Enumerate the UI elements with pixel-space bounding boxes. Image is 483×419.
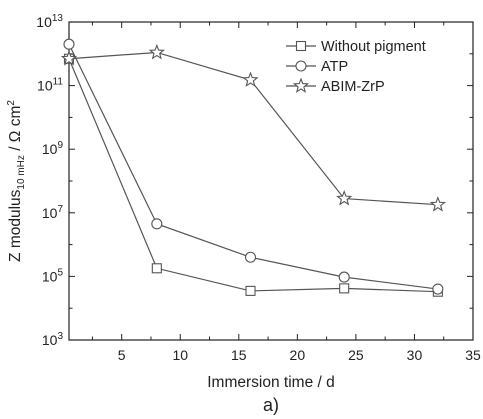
y-tick-label: 107 bbox=[42, 204, 64, 221]
legend-marker bbox=[296, 61, 306, 71]
data-point bbox=[152, 219, 162, 229]
legend-label: ABIM-ZrP bbox=[321, 79, 385, 95]
legend-label: Without pigment bbox=[321, 39, 426, 55]
data-point bbox=[431, 198, 444, 211]
legend-item: ATP bbox=[286, 59, 348, 75]
x-tick-label: 20 bbox=[290, 347, 306, 363]
data-point bbox=[152, 264, 161, 273]
y-tick-label: 103 bbox=[42, 331, 64, 348]
legend-item: ABIM-ZrP bbox=[286, 79, 385, 95]
data-point bbox=[339, 272, 349, 282]
plot-frame bbox=[69, 22, 473, 340]
y-tick-label: 1011 bbox=[37, 77, 63, 94]
series-line bbox=[69, 52, 438, 204]
data-point bbox=[340, 284, 349, 293]
data-point bbox=[433, 284, 443, 294]
data-point bbox=[246, 252, 256, 262]
x-tick-label: 10 bbox=[172, 347, 188, 363]
y-tick-label: 109 bbox=[42, 140, 64, 157]
plot-frame bbox=[69, 22, 473, 340]
x-tick-label: 5 bbox=[118, 347, 126, 363]
series-layer bbox=[62, 39, 444, 296]
legend-marker bbox=[294, 79, 307, 92]
data-point bbox=[64, 39, 74, 49]
x-tick-label: 25 bbox=[348, 347, 364, 363]
y-tick-label: 1013 bbox=[36, 13, 63, 30]
tick-labels: 5 10 15 20 25 30 35 103 105 107 109 1011 1013 bbox=[36, 13, 481, 363]
data-point bbox=[150, 45, 163, 58]
legend-marker bbox=[297, 42, 306, 51]
y-tick-label: 105 bbox=[42, 267, 64, 284]
legend-item: Without pigment bbox=[286, 39, 426, 55]
figure-caption: a) bbox=[263, 395, 279, 415]
x-tick-label: 30 bbox=[407, 347, 423, 363]
series-star bbox=[62, 45, 444, 210]
legend-label: ATP bbox=[321, 59, 348, 75]
y-axis-title: Z modulus10 mHz / Ω cm2 bbox=[6, 100, 27, 262]
legend: Without pigment ATP ABIM-ZrP bbox=[286, 39, 426, 95]
x-tick-label: 35 bbox=[465, 347, 481, 363]
data-point bbox=[246, 286, 255, 295]
x-axis-title: Immersion time / d bbox=[207, 374, 334, 391]
axis-ticks bbox=[69, 22, 473, 340]
data-point bbox=[244, 73, 257, 86]
x-tick-label: 15 bbox=[231, 347, 247, 363]
